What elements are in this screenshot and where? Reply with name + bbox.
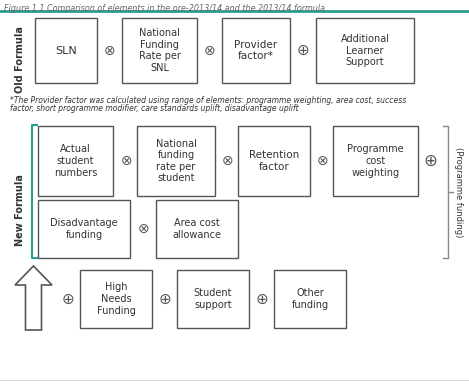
Text: ⊗: ⊗ [204, 44, 216, 57]
Text: Additional
Learner
Support: Additional Learner Support [340, 34, 389, 67]
Text: factor, short programme modifier, care standards uplift, disadvantage uplift: factor, short programme modifier, care s… [10, 104, 299, 113]
Bar [38, 126, 113, 196]
Bar [238, 126, 310, 196]
Text: (Programme funding): (Programme funding) [454, 147, 462, 237]
Text: SLN: SLN [55, 45, 77, 55]
Text: Disadvantage
funding: Disadvantage funding [50, 218, 118, 240]
Bar [316, 18, 414, 83]
Text: ⊕: ⊕ [296, 43, 310, 58]
Bar [38, 200, 130, 258]
Text: Retention
factor: Retention factor [249, 150, 299, 172]
Bar [156, 200, 238, 258]
Text: Old Formula: Old Formula [15, 27, 25, 94]
Text: National
funding
rate per
student: National funding rate per student [156, 139, 197, 183]
Bar [333, 126, 418, 196]
Polygon shape [15, 266, 52, 330]
Text: Provider
factor*: Provider factor* [234, 40, 278, 61]
Bar [80, 270, 152, 328]
Text: Other
funding: Other funding [291, 288, 329, 310]
Text: ⊕: ⊕ [159, 291, 171, 306]
Bar [177, 270, 249, 328]
Text: ⊕: ⊕ [61, 291, 75, 306]
Text: ⊗: ⊗ [121, 154, 133, 168]
Text: High
Needs
Funding: High Needs Funding [97, 283, 136, 316]
Text: National
Funding
Rate per
SNL: National Funding Rate per SNL [138, 28, 181, 73]
Text: ⊗: ⊗ [222, 154, 234, 168]
Text: Student
support: Student support [194, 288, 232, 310]
Text: ⊗: ⊗ [138, 222, 150, 236]
Text: ⊕: ⊕ [256, 291, 268, 306]
Text: New Formula: New Formula [15, 174, 25, 246]
Text: Area cost
allowance: Area cost allowance [173, 218, 221, 240]
Text: Figure 1.1 Comparison of elements in the pre-2013/14 and the 2013/14 formula: Figure 1.1 Comparison of elements in the… [4, 4, 325, 13]
Text: Programme
cost
weighting: Programme cost weighting [347, 144, 404, 177]
Text: ⊗: ⊗ [104, 44, 116, 57]
Text: Actual
student
numbers: Actual student numbers [54, 144, 97, 177]
Text: *The Provider factor was calculated using range of elements: programme weighting: *The Provider factor was calculated usin… [10, 96, 406, 105]
Bar [274, 270, 346, 328]
Bar [222, 18, 290, 83]
Text: ⊕: ⊕ [423, 152, 437, 170]
Bar [137, 126, 215, 196]
Bar [122, 18, 197, 83]
Bar [35, 18, 97, 83]
Text: ⊗: ⊗ [317, 154, 329, 168]
